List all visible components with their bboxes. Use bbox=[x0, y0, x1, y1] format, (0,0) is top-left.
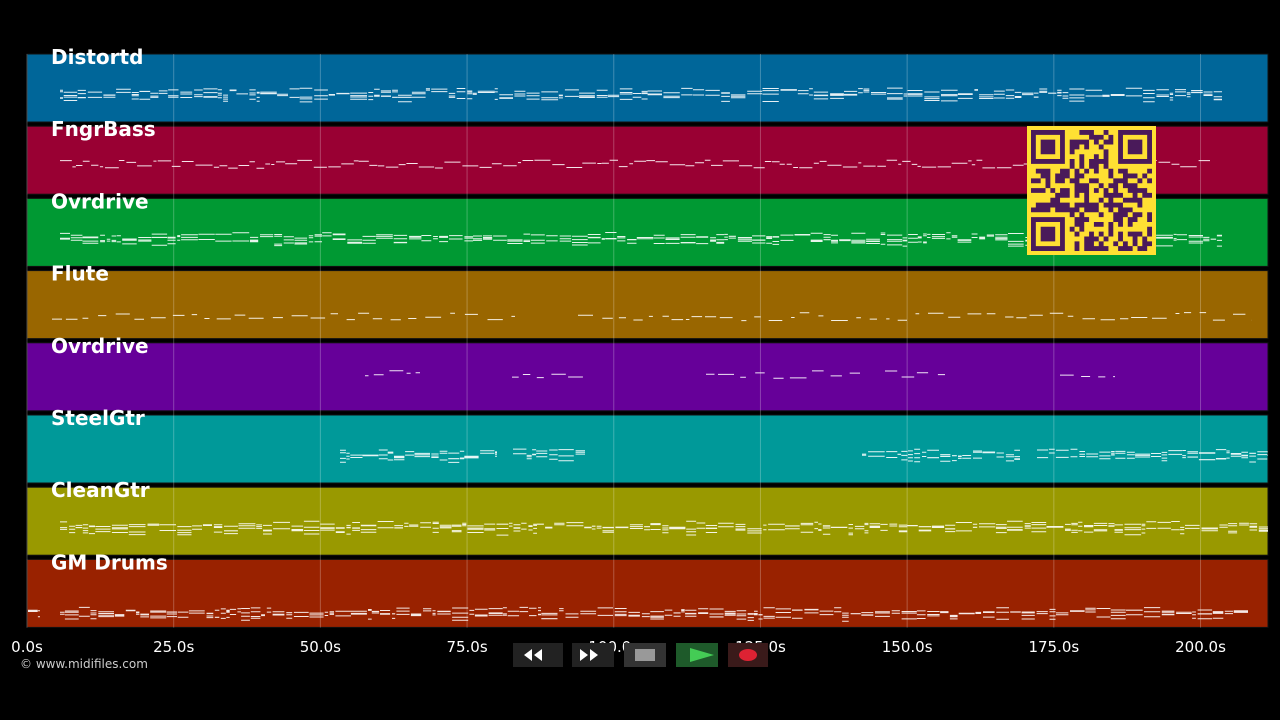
track-names: Distortd FngrBass Ovrdrive Flute Ovrdrive Ste… bbox=[51, 45, 168, 574]
notes bbox=[28, 87, 1268, 622]
note-activity bbox=[340, 449, 497, 463]
note-activity bbox=[1037, 448, 1268, 463]
stop-icon bbox=[635, 649, 655, 661]
record-icon bbox=[739, 649, 757, 661]
tick-label: 0.0s bbox=[11, 638, 43, 656]
track-lane bbox=[26, 414, 1269, 484]
note-activity bbox=[365, 370, 420, 377]
track-lane bbox=[26, 270, 1269, 340]
transport bbox=[513, 643, 768, 667]
track-lane bbox=[26, 53, 1269, 123]
note-activity bbox=[706, 370, 860, 379]
note-activity bbox=[1060, 374, 1115, 378]
qr-code bbox=[1027, 126, 1156, 255]
tick-label: 150.0s bbox=[882, 638, 933, 656]
track-name: Distortd bbox=[51, 45, 143, 69]
tick-label: 200.0s bbox=[1175, 638, 1226, 656]
play-button[interactable] bbox=[676, 643, 718, 667]
rewind-icon bbox=[524, 649, 542, 661]
track-name: FngrBass bbox=[51, 117, 156, 141]
track-name: Ovrdrive bbox=[51, 189, 149, 213]
track-name: GM Drums bbox=[51, 550, 168, 574]
forward-button[interactable] bbox=[572, 643, 614, 667]
stop-button[interactable] bbox=[624, 643, 666, 667]
track-lane bbox=[26, 558, 1269, 628]
note-activity bbox=[512, 373, 583, 379]
note-activity bbox=[28, 609, 40, 618]
rewind-button[interactable] bbox=[513, 643, 563, 667]
note-activity bbox=[578, 312, 1252, 322]
qr-modules bbox=[1031, 130, 1152, 251]
note-activity bbox=[885, 370, 945, 378]
note-activity bbox=[862, 448, 1020, 463]
forward-icon bbox=[580, 649, 598, 661]
tick-label: 50.0s bbox=[300, 638, 341, 656]
track-lane bbox=[26, 486, 1269, 556]
track-name: SteelGtr bbox=[51, 406, 145, 430]
note-activity bbox=[513, 448, 585, 462]
note-activity bbox=[52, 312, 515, 321]
record-button[interactable] bbox=[728, 643, 768, 667]
track-name: Flute bbox=[51, 262, 109, 286]
track-lane bbox=[26, 342, 1269, 412]
track-name: CleanGtr bbox=[51, 478, 150, 502]
tick-label: 25.0s bbox=[153, 638, 194, 656]
tick-label: 175.0s bbox=[1028, 638, 1079, 656]
time-axis: 0.0s25.0s50.0s75.0s100.0s125.0s150.0s175… bbox=[11, 638, 1226, 656]
note-activity bbox=[60, 606, 1248, 622]
credit: © www.midifiles.com bbox=[20, 657, 148, 671]
track-name: Ovrdrive bbox=[51, 334, 149, 358]
tick-label: 75.0s bbox=[446, 638, 487, 656]
note-activity bbox=[60, 87, 1222, 103]
play-icon bbox=[690, 648, 714, 662]
note-activity bbox=[60, 520, 1268, 536]
